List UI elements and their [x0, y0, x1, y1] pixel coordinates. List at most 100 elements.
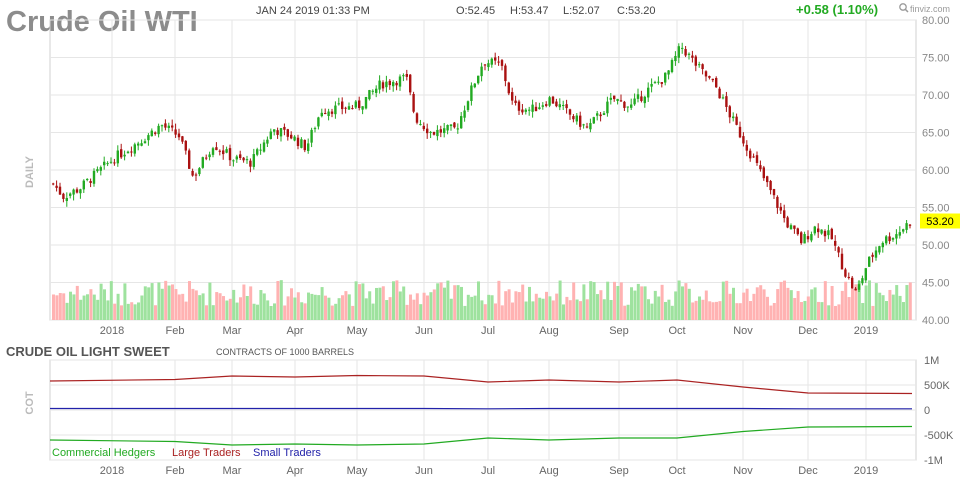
candle-body: [524, 109, 527, 112]
volume-bar: [337, 298, 341, 320]
volume-bar: [446, 280, 450, 320]
volume-bar: [684, 283, 688, 320]
volume-bar: [395, 280, 399, 320]
volume-bar: [619, 282, 623, 320]
candle-body: [732, 116, 735, 119]
volume-bar: [602, 299, 606, 320]
volume-bar: [456, 285, 460, 320]
candle-body: [596, 113, 599, 116]
volume-bar: [857, 281, 861, 320]
price-tick-label: 65.00: [922, 128, 950, 140]
volume-bar: [874, 283, 878, 320]
candle-body: [307, 143, 310, 151]
volume-bar: [806, 296, 810, 320]
volume-bar: [215, 292, 219, 320]
price-tick-label: 75.00: [922, 53, 950, 65]
candle-body: [891, 238, 895, 240]
volume-bar: [385, 300, 389, 320]
candle-body: [749, 150, 752, 159]
volume-bar: [664, 301, 667, 320]
volume-bar: [524, 301, 528, 320]
cot-date-tick-label: Jun: [415, 465, 433, 477]
candle-body: [354, 101, 357, 108]
volume-bar: [473, 295, 477, 320]
volume-bar: [249, 286, 253, 320]
candle-body: [521, 109, 524, 113]
volume-bar: [279, 280, 283, 320]
candle-body: [150, 130, 153, 137]
volume-bar: [426, 295, 429, 320]
volume-bar: [776, 289, 780, 320]
volume-bar: [137, 302, 140, 320]
volume-bar: [415, 293, 419, 320]
volume-bar: [891, 294, 895, 320]
magnifier-icon[interactable]: [899, 3, 909, 13]
volume-bar: [803, 300, 807, 320]
volume-bar: [534, 293, 538, 320]
candle-body: [735, 116, 738, 125]
change-label: +0.58 (1.10%): [796, 2, 878, 17]
date-tick-label: Jul: [481, 325, 495, 337]
candle-body: [205, 157, 208, 159]
volume-bar: [368, 291, 372, 320]
candle-body: [534, 106, 538, 112]
candle-body: [494, 57, 497, 61]
candle-body: [684, 49, 687, 56]
price-tick-label: 70.00: [922, 90, 950, 102]
candle-body: [378, 80, 381, 90]
brand-label[interactable]: finviz.com: [910, 4, 950, 14]
volume-bar: [715, 301, 718, 320]
volume-bar: [725, 280, 729, 320]
candle-body: [405, 74, 408, 77]
candle-body: [313, 128, 317, 130]
candle-body: [337, 103, 340, 105]
candle-body: [347, 106, 351, 110]
cot-tick-label: -1M: [924, 455, 943, 467]
candle-body: [558, 104, 561, 108]
volume-bar: [191, 288, 195, 320]
volume-bar: [334, 303, 338, 320]
candle-body: [79, 189, 82, 194]
candle-body: [664, 72, 667, 83]
volume-bar: [69, 291, 72, 320]
candle-body: [388, 80, 391, 86]
volume-bar: [262, 293, 266, 320]
candle-body: [334, 105, 337, 115]
candle-body: [218, 150, 221, 152]
candle-body: [290, 134, 293, 139]
volume-bar: [290, 288, 293, 320]
volume-bar: [541, 298, 545, 320]
volume-bar: [735, 303, 739, 320]
candle-body: [623, 101, 626, 108]
candle-body: [840, 253, 844, 270]
candle-body: [490, 58, 493, 65]
candle-body: [796, 228, 799, 235]
candle-body: [245, 159, 249, 161]
volume-bar: [796, 291, 800, 320]
volume-bar: [745, 288, 749, 320]
volume-bar: [691, 302, 695, 320]
candle-body: [72, 189, 75, 195]
volume-bar: [344, 291, 348, 320]
date-axis: 2018 Feb Mar Apr May Jun Jul Aug Sep Oct Nov Dec 201…: [100, 325, 878, 337]
volume-bar: [565, 296, 569, 320]
volume-bar: [888, 289, 892, 320]
chart-title: Crude Oil WTI: [6, 6, 198, 38]
date-tick-label: May: [347, 325, 368, 337]
volume-bar: [810, 289, 814, 320]
candle-body: [708, 76, 711, 78]
volume-bar: [783, 280, 786, 320]
volume-bar: [55, 295, 59, 320]
volume-bar: [351, 305, 355, 320]
candle-body: [130, 151, 133, 153]
candle-body: [687, 53, 691, 55]
volume-bar: [854, 284, 858, 320]
cot-date-tick-label: Mar: [223, 465, 242, 477]
volume-bar: [708, 301, 712, 320]
volume-bar: [89, 289, 93, 320]
low-label: L:52.07: [563, 5, 600, 17]
volume-bar: [82, 295, 86, 320]
volume-bar: [555, 293, 559, 320]
volume-bar: [453, 285, 457, 320]
volume-bar: [293, 297, 297, 320]
